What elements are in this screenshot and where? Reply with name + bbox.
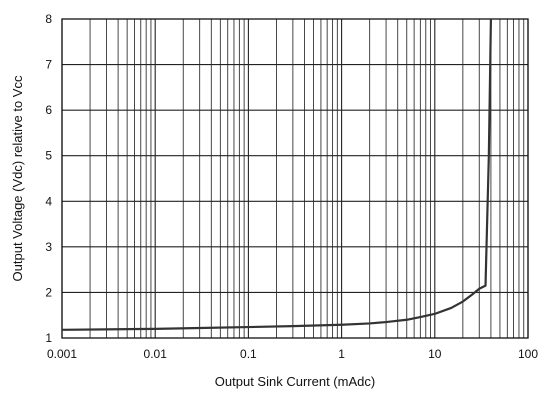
x-tick-labels: 0.001 0.01 0.1 1 10 100 [47,347,538,361]
y-axis-title: Output Voltage (Vdc) relative to Vcc [10,75,25,281]
x-axis-title: Output Sink Current (mAdc) [215,374,375,389]
y-tick-label: 1 [45,331,52,345]
plot-frame [61,18,529,339]
x-tick-label: 0.1 [240,347,257,361]
series-layer [61,18,493,331]
y-tick-label: 2 [45,285,52,299]
x-tick-label: 10 [428,347,442,361]
x-tick-label: 100 [518,347,538,361]
y-tick-label: 4 [45,194,52,208]
x-tick-label: 1 [338,347,345,361]
y-tick-label: 3 [45,240,52,254]
x-tick-label: 0.001 [47,347,77,361]
y-tick-label: 5 [45,149,52,163]
y-tick-labels: 1 2 3 4 5 6 7 8 [45,12,52,345]
grid-minor [89,19,525,338]
y-tick-label: 7 [45,58,52,72]
y-tick-label: 6 [45,103,52,117]
y-tick-label: 8 [45,12,52,26]
x-tick-label: 0.01 [144,347,168,361]
series-line [61,18,493,331]
